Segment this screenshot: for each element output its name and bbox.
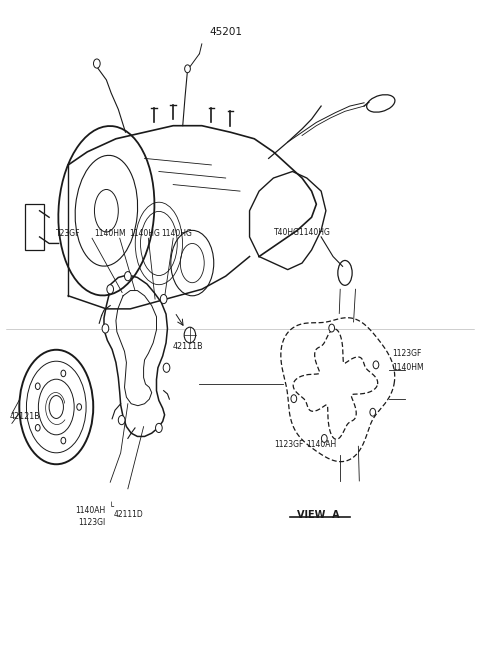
Text: 1140HM: 1140HM [95,229,126,238]
Circle shape [36,424,40,431]
Text: 1123GF: 1123GF [392,349,421,358]
Circle shape [184,327,196,343]
Circle shape [373,361,379,369]
Circle shape [322,434,327,442]
Circle shape [61,438,66,444]
Text: 42121B: 42121B [10,413,41,421]
Text: 1140AH: 1140AH [75,507,106,516]
Text: 45201: 45201 [209,28,242,37]
Text: └: └ [109,502,114,511]
Text: VIEW  A: VIEW A [298,510,340,520]
Circle shape [102,324,109,333]
Text: 1123GI: 1123GI [79,518,106,527]
Circle shape [118,415,125,424]
Circle shape [107,284,114,294]
Circle shape [61,370,66,376]
Circle shape [124,271,131,281]
Circle shape [94,59,100,68]
Circle shape [36,383,40,390]
Circle shape [291,395,297,403]
Circle shape [185,65,191,73]
Text: 1123GF: 1123GF [275,440,304,449]
Circle shape [163,363,170,373]
Text: 1140HG: 1140HG [161,229,192,238]
Text: 1140AH: 1140AH [306,440,336,449]
Text: 1140HM: 1140HM [392,363,423,373]
Circle shape [370,408,376,416]
Circle shape [77,404,82,410]
Text: T23GF: T23GF [56,229,81,238]
Text: 42111B: 42111B [172,342,203,351]
Circle shape [160,294,167,304]
Circle shape [156,423,162,432]
Circle shape [329,324,335,332]
Text: 42111D: 42111D [114,510,144,520]
Text: 1140HG: 1140HG [129,229,160,238]
Text: T40HG1140HG: T40HG1140HG [275,228,331,237]
